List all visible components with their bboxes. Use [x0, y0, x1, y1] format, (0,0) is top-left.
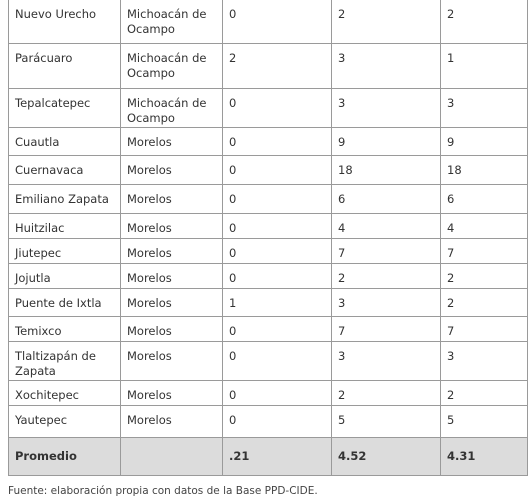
table-row: Xochitepec Morelos 0 2 2 — [8, 380, 528, 406]
table-cell: 3 — [331, 88, 441, 128]
table-row: Tepalcatepec Michoacán de Ocampo 0 3 3 — [8, 88, 528, 128]
table-cell: 3 — [331, 43, 441, 89]
table-row: Yautepec Morelos 0 5 5 — [8, 405, 528, 438]
table-cell: 0 — [222, 184, 332, 214]
table-cell: 18 — [331, 155, 441, 185]
table-row: Jojutla Morelos 0 2 2 — [8, 263, 528, 289]
footer-cell: Promedio — [8, 437, 121, 476]
table-cell: 7 — [331, 238, 441, 264]
table-cell: 1 — [222, 288, 332, 317]
table-cell: 7 — [331, 316, 441, 342]
table-cell: Morelos — [120, 288, 223, 317]
footer-row: Promedio .21 4.52 4.31 — [8, 437, 528, 476]
table-cell: 5 — [331, 405, 441, 438]
table-cell: 7 — [440, 316, 528, 342]
table-cell: Morelos — [120, 213, 223, 239]
table-cell: 0 — [222, 238, 332, 264]
table-cell: 2 — [331, 263, 441, 289]
table-cell: 2 — [331, 0, 441, 44]
table-row: Cuernavaca Morelos 0 18 18 — [8, 155, 528, 185]
table-cell: Michoacán de Ocampo — [120, 88, 223, 128]
table-cell: 0 — [222, 341, 332, 381]
table-cell: Cuernavaca — [8, 155, 121, 185]
table-cell: 2 — [331, 380, 441, 406]
table-cell: Morelos — [120, 405, 223, 438]
table-row: Jiutepec Morelos 0 7 7 — [8, 238, 528, 264]
table-cell: 3 — [440, 88, 528, 128]
table-cell: Puente de Ixtla — [8, 288, 121, 317]
table-cell: 0 — [222, 405, 332, 438]
table-cell: 7 — [440, 238, 528, 264]
table-body: Nuevo Urecho Michoacán de Ocampo 0 2 2 Parácu… — [8, 0, 528, 476]
table-cell: 0 — [222, 127, 332, 156]
table-cell: Yautepec — [8, 405, 121, 438]
table-row: Temixco Morelos 0 7 7 — [8, 316, 528, 342]
table-cell: 6 — [440, 184, 528, 214]
table-cell: 2 — [440, 288, 528, 317]
table-cell: Tlaltizapán de Zapata — [8, 341, 121, 381]
table-cell: 9 — [331, 127, 441, 156]
table-cell: Tepalcatepec — [8, 88, 121, 128]
table-cell: 4 — [440, 213, 528, 239]
table-cell: 0 — [222, 316, 332, 342]
footer-cell: 4.52 — [331, 437, 441, 476]
table-cell: 1 — [440, 43, 528, 89]
table-cell: 2 — [222, 43, 332, 89]
footer-cell: .21 — [222, 437, 332, 476]
table-cell: 3 — [440, 341, 528, 381]
table-cell: Morelos — [120, 263, 223, 289]
table-cell: 2 — [440, 0, 528, 44]
table-cell: 3 — [331, 288, 441, 317]
table-cell: Michoacán de Ocampo — [120, 43, 223, 89]
table-row: Tlaltizapán de Zapata Morelos 0 3 3 — [8, 341, 528, 381]
table-cell: 9 — [440, 127, 528, 156]
table-cell: Xochitepec — [8, 380, 121, 406]
table-cell: 0 — [222, 263, 332, 289]
table-cell: Morelos — [120, 155, 223, 185]
table-cell: Huitzilac — [8, 213, 121, 239]
footer-cell-empty — [120, 437, 223, 476]
table-cell: 2 — [440, 263, 528, 289]
footer-cell: 4.31 — [440, 437, 528, 476]
table-cell: 18 — [440, 155, 528, 185]
table-row: Emiliano Zapata Morelos 0 6 6 — [8, 184, 528, 214]
table-cell: 0 — [222, 213, 332, 239]
source-note: Fuente: elaboración propia con datos de … — [8, 485, 318, 497]
table-cell: Parácuaro — [8, 43, 121, 89]
table-cell: Morelos — [120, 380, 223, 406]
table-cell: Morelos — [120, 184, 223, 214]
table-cell: Cuautla — [8, 127, 121, 156]
table-cell: Michoacán de Ocampo — [120, 0, 223, 44]
table-row: Cuautla Morelos 0 9 9 — [8, 127, 528, 156]
table-cell: 0 — [222, 0, 332, 44]
table-cell: 3 — [331, 341, 441, 381]
table-cell: Jojutla — [8, 263, 121, 289]
table-row: Parácuaro Michoacán de Ocampo 2 3 1 — [8, 43, 528, 89]
table-cell: Morelos — [120, 341, 223, 381]
table-cell: Jiutepec — [8, 238, 121, 264]
table-row: Puente de Ixtla Morelos 1 3 2 — [8, 288, 528, 317]
table-row: Nuevo Urecho Michoacán de Ocampo 0 2 2 — [8, 0, 528, 44]
table-cell: 6 — [331, 184, 441, 214]
table-cell: 5 — [440, 405, 528, 438]
table-cell: Temixco — [8, 316, 121, 342]
table-cell: Morelos — [120, 238, 223, 264]
table-cell: 0 — [222, 88, 332, 128]
table-cell: Morelos — [120, 127, 223, 156]
table-cell: Nuevo Urecho — [8, 0, 121, 44]
table-cell: Emiliano Zapata — [8, 184, 121, 214]
table-cell: 2 — [440, 380, 528, 406]
table-cell: 0 — [222, 155, 332, 185]
table-cell: Morelos — [120, 316, 223, 342]
table-cell: 0 — [222, 380, 332, 406]
table-row: Huitzilac Morelos 0 4 4 — [8, 213, 528, 239]
data-table: Nuevo Urecho Michoacán de Ocampo 0 2 2 Parácu… — [8, 0, 528, 476]
table-cell: 4 — [331, 213, 441, 239]
